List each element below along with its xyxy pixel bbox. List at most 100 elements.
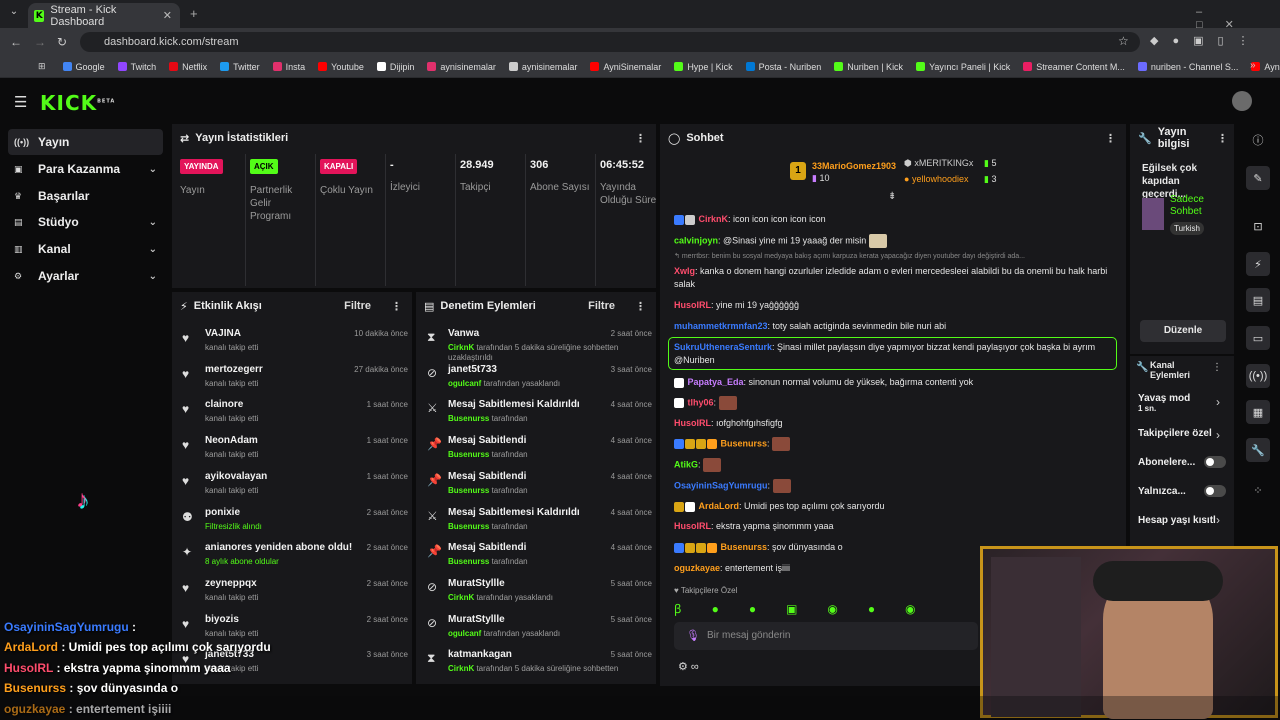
sidebar-item[interactable]: ♛ Başarılar [8,183,163,209]
browser-tab[interactable]: K Stream - Kick Dashboard ✕ [28,3,180,28]
chat-menu-icon[interactable]: ⋮ [1105,132,1116,145]
bookmark-star-icon[interactable]: ☆ [1118,34,1129,48]
moderator-name[interactable]: CirknK [448,592,475,602]
subs-only-toggle[interactable] [1204,456,1226,468]
chat-username[interactable]: CirknK [698,214,729,224]
chat-username[interactable]: Xwlg [674,266,696,276]
avatar[interactable] [1232,91,1252,111]
chat-input[interactable]: 🎙 Bir mesaj gönderin [674,622,978,650]
modlog-item[interactable]: ⊘ MuratStyllle CirknK tarafından yasakland… [424,576,652,610]
streaminfo-menu-icon[interactable]: ⋮ [1217,132,1228,145]
activity-item[interactable]: ♥ NeonAdam kanalı takip etti 1 saat önce [180,433,408,467]
info-icon[interactable]: ⓘ [1252,135,1264,147]
modlog-item[interactable]: ⧗ katmankagan CirknK tarafından 5 dakika s… [424,647,652,681]
chat-username[interactable]: tlhy06 [687,397,714,408]
bookmark-item[interactable]: aynisinemalar [427,62,496,72]
followers-only-label[interactable]: Takipçilere özel [1138,428,1212,439]
activity-item[interactable]: ♥ zeyneppqx kanalı takip etti 2 saat önce [180,576,408,610]
only-toggle[interactable] [1204,485,1226,497]
log-rail-icon[interactable]: ▦ [1246,400,1270,424]
moderator-name[interactable]: Busenurss [448,521,490,531]
moderator-name[interactable]: Busenurss [448,557,490,567]
activity-menu-icon[interactable]: ⋮ [391,300,402,313]
bookmark-item[interactable]: Twitch [117,62,156,72]
top-gifter-1[interactable]: 33MarioGomez1903 [812,161,897,171]
bookmark-item[interactable]: Yayıncı Paneli | Kick [916,62,1010,72]
sidebar-item[interactable]: ▤ Stüdyo ⌄ [8,209,163,235]
menu-hamburger-icon[interactable]: ☰ [14,94,28,111]
chat-username[interactable]: calvinjoyn [674,235,719,246]
bookmark-item[interactable]: Aynı Sinemalar - Ça... [1251,62,1280,72]
activity-item[interactable]: ♥ biyozis kanalı takip etti 2 saat önce [180,612,408,646]
bookmark-item[interactable]: Posta - Nuriben [745,62,821,72]
modlog-item[interactable]: ⚔ Mesaj Sabitlemesi Kaldırıldı Busenurss t… [424,505,652,539]
chat-message[interactable]: CirknK: icon icon icon icon icon [674,213,1114,226]
activity-filter-button[interactable]: Filtre [344,300,371,312]
chat-message[interactable]: HusoIRL: ekstra yapma şinommm yaaa [674,520,1114,533]
wrench-rail-icon[interactable]: 🔧 [1246,438,1270,462]
apps-grid-icon[interactable]: ⊞ [38,61,46,71]
chat-message[interactable]: ArdaLord: Umidi pes top açılımı çok sarı… [674,500,1114,513]
bookmark-item[interactable]: AyniSinemalar [590,62,661,72]
chat-username[interactable]: Busenurss [720,542,768,552]
chat-message[interactable]: SukruUtheneraSenturk: Şinasi millet payl… [674,341,1114,367]
modlog-menu-icon[interactable]: ⋮ [635,300,646,313]
chat-message[interactable]: Busenurss: [674,437,1114,451]
back-icon[interactable]: ← [10,35,22,49]
chat-username[interactable]: muhammetkrmnfan23 [674,321,768,331]
chat-message[interactable]: muhammetkrmnfan23: toty salah actiginda … [674,320,1114,333]
modlog-item[interactable]: ⊘ janet5t733 ogulcanf tarafından yasakland… [424,362,652,396]
sidebar-item[interactable]: ▣ Para Kazanma ⌄ [8,156,163,182]
chat-message[interactable]: OsayininSagYumrugu: [674,479,1114,493]
followers-chevron-icon[interactable]: › [1216,428,1220,442]
bookmark-item[interactable]: Youtube [318,62,364,72]
channel-actions-menu-icon[interactable]: ⋮ [1212,362,1222,373]
bookmark-item[interactable]: aynisinemalar [508,62,577,72]
activity-item[interactable]: ⚉ ponixie Filtresizlik alındı 2 saat önce [180,505,408,539]
chat-message[interactable]: HusoIRL: ıofghohfgıhsfigfg [674,417,1114,430]
chat-username[interactable]: OsayininSagYumrugu [674,480,768,491]
activity-item[interactable]: ✦ anianores yeniden abone oldu! 8 aylık ab… [180,540,408,574]
tab-close-icon[interactable]: ✕ [162,10,172,22]
mic-icon[interactable]: 🎙 [686,630,700,642]
chat-username[interactable]: HusoIRL [674,300,711,310]
bookmark-item[interactable]: Hype | Kick [674,62,733,72]
slow-mode-chevron-icon[interactable]: › [1216,395,1220,409]
new-tab-icon[interactable]: + [190,6,198,21]
modlog-item[interactable]: 📌 Mesaj Sabitlendi Busenurss tarafından 4 s… [424,540,652,574]
activity-item[interactable]: ♥ VAJINA kanalı takip etti 10 dakika önce [180,326,408,360]
bookmark-item[interactable]: Google [62,62,105,72]
tab-search-icon[interactable]: ⌄ [9,6,19,17]
stats-menu-icon[interactable]: ⋮ [635,132,646,145]
account-age-label[interactable]: Hesap yaşı kısıtl [1138,515,1216,526]
moderator-name[interactable]: Busenurss [448,414,490,424]
activity-item[interactable]: ♥ mertozegerr kanalı takip etti 27 dakika ö… [180,362,408,396]
top-gifter-2[interactable]: ⬢ xMERITKINGx [904,158,974,168]
chat-message[interactable]: oguzkayae: entertement işiiii [674,562,1114,575]
account-age-chevron-icon[interactable]: › [1216,513,1220,527]
sidebar-item[interactable]: ((•)) Yayın [8,129,163,155]
moderator-name[interactable]: CirknK [448,664,475,674]
bookmark-item[interactable]: Streamer Content M... [1023,62,1125,72]
url-bar[interactable]: dashboard.kick.com/stream [80,32,1140,52]
extension-icons[interactable]: ◆●▣▯⋮ [1150,35,1263,47]
chat-message[interactable]: Papatya_Eda: sinonun normal volumu de yü… [674,376,1114,389]
chat-username[interactable]: oguzkayae [674,563,721,573]
category-link[interactable]: Sadece Sohbet [1170,194,1204,217]
sidebar-item[interactable]: ⚙ Ayarlar ⌄ [8,263,163,289]
chat-username[interactable]: SukruUtheneraSenturk [674,342,773,352]
broadcast-rail-icon[interactable]: ((•)) [1246,364,1270,388]
edit-pencil-icon[interactable]: ✎ [1246,166,1270,190]
activity-item[interactable]: ♥ clainore kanalı takip etti 1 saat önce [180,397,408,431]
bookmark-item[interactable]: Twitter [220,62,260,72]
edit-button[interactable]: Düzenle [1140,320,1226,342]
moderator-name[interactable]: Busenurss [448,450,490,460]
chat-message[interactable]: Xwlg: kanka o donem hangi ozurluler izle… [674,265,1114,291]
moderator-name[interactable]: Busenurss [448,485,490,495]
emote-bar[interactable]: ꞵ●●▣◉●◉ [674,602,946,616]
modlog-item[interactable]: ⧗ Vanwa CirknK tarafından 5 dakika süreliğ… [424,326,652,362]
chat-username[interactable]: Busenurss [720,438,768,449]
chat-username[interactable]: Papatya_Eda [687,377,744,387]
chat-username[interactable]: ArdaLord [698,501,740,511]
modlog-item[interactable]: 📌 Mesaj Sabitlendi Busenurss tarafından 4 s… [424,469,652,503]
